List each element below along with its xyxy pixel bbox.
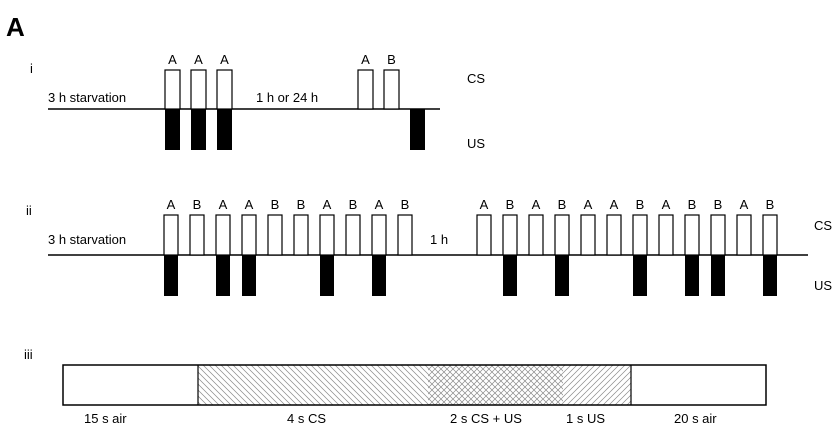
trial-letter: B [714,197,723,212]
cs-pulse [606,214,622,256]
cs-pulse [632,214,648,256]
us-pulse [711,255,725,296]
us-pulse [191,109,206,150]
timeline-outline [62,364,767,406]
phase-label-starvation-ii: 3 h starvation [48,232,126,247]
us-pulse [633,255,647,296]
segment-air-post [631,365,766,405]
segment-label-air-pre: 15 s air [84,411,127,426]
cs-pulse [164,69,181,110]
segment-label-cs-us: 2 s CS + US [450,411,522,426]
cs-pulse [658,214,674,256]
trial-letter: A [532,197,541,212]
trial-letter: A [245,197,254,212]
trial-letter: A [220,52,229,67]
us-pulse [164,255,178,296]
us-pulse [165,109,180,150]
us-pulse [763,255,777,296]
cs-label-ii: CS [814,218,832,233]
us-pulse [410,109,425,150]
segment-label-us: 1 s US [566,411,605,426]
us-pulse [555,255,569,296]
segment-label-cs: 4 s CS [287,411,326,426]
us-pulse [320,255,334,296]
cs-pulse [319,214,335,256]
us-pulse [216,255,230,296]
trial-letter: B [558,197,567,212]
cs-pulse [383,69,400,110]
cs-pulse [293,214,309,256]
cs-pulse [684,214,700,256]
trial-letter: A [323,197,332,212]
trial-letter: A [740,197,749,212]
cs-pulse [189,214,205,256]
protocol-label-ii: ii [26,203,32,218]
trial-letter: A [168,52,177,67]
cs-pulse [357,69,374,110]
us-label-i: US [467,136,485,151]
cs-pulse [267,214,283,256]
us-pulse [503,255,517,296]
cs-pulse [554,214,570,256]
phase-label-interval-i: 1 h or 24 h [256,90,318,105]
us-label-ii: US [814,278,832,293]
trial-letter: A [167,197,176,212]
cs-pulse [476,214,492,256]
trial-letter: B [766,197,775,212]
protocol-label-iii: iii [24,347,33,362]
cs-pulse [736,214,752,256]
panel-label: A [6,12,25,42]
trial-letter: A [584,197,593,212]
trial-letter: B [349,197,358,212]
timeline-bar [62,364,767,406]
trial-letter: B [193,197,202,212]
cs-pulse [345,214,361,256]
cs-pulse [163,214,179,256]
us-pulse [685,255,699,296]
trial-letter: A [194,52,203,67]
cs-pulse [528,214,544,256]
cs-pulse [762,214,778,256]
trial-letter: A [361,52,370,67]
cs-pulse [502,214,518,256]
cs-pulse [397,214,413,256]
trial-letter: B [636,197,645,212]
segment-cs [198,365,428,405]
cs-label-i: CS [467,71,485,86]
trial-letter: A [662,197,671,212]
cs-pulse [215,214,231,256]
cs-pulse [580,214,596,256]
protocol-label-i: i [30,61,33,76]
trial-letter: B [297,197,306,212]
cs-pulse [710,214,726,256]
phase-label-interval-ii: 1 h [430,232,448,247]
segment-label-air-post: 20 s air [674,411,717,426]
trial-letter: A [480,197,489,212]
trial-letter: A [375,197,384,212]
segment-us [563,365,631,405]
trial-letter: B [506,197,515,212]
segment-air-pre [63,365,198,405]
trial-letter: A [610,197,619,212]
us-pulse [242,255,256,296]
trial-letter: B [271,197,280,212]
trial-letter: B [387,52,396,67]
phase-label-starvation-i: 3 h starvation [48,90,126,105]
us-pulse [372,255,386,296]
cs-pulse [216,69,233,110]
trial-letter: B [401,197,410,212]
trial-letter: B [688,197,697,212]
cs-pulse [190,69,207,110]
trial-letter: A [219,197,228,212]
cs-pulse [371,214,387,256]
cs-pulse [241,214,257,256]
segment-cs-us-fwd [428,365,563,405]
us-pulse [217,109,232,150]
